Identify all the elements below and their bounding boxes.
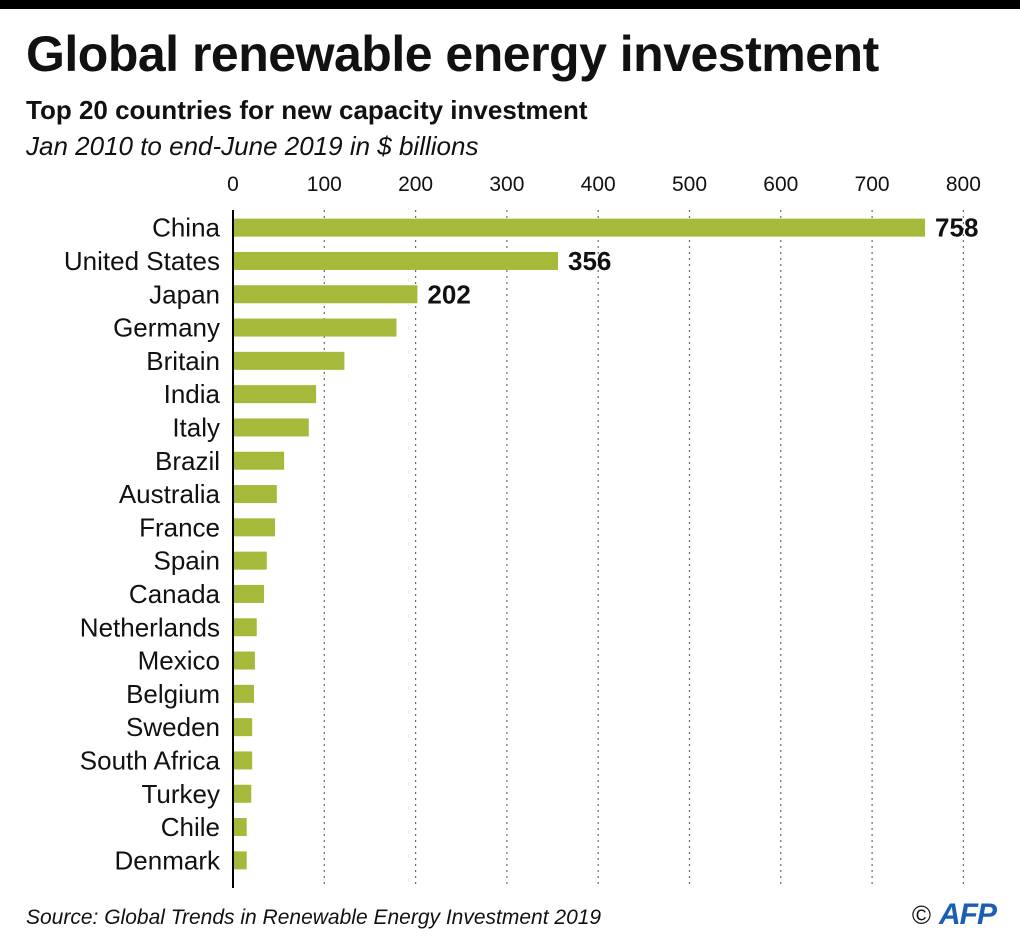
x-tick-label: 0 [227,173,239,196]
x-tick-label: 800 [946,173,981,196]
bar [234,684,254,703]
x-tick-label: 100 [307,173,342,196]
x-tick-label: 400 [581,173,616,196]
bar [234,851,247,870]
bar [234,351,345,370]
category-label: China [152,213,220,243]
category-label: Mexico [138,646,220,676]
category-label: Spain [154,546,221,576]
data-label: 356 [568,246,611,276]
category-label: Belgium [126,679,220,709]
category-label: Netherlands [80,612,220,642]
bar [234,318,397,337]
x-tick-label: 200 [398,173,433,196]
bar [234,285,418,304]
category-label: Chile [161,812,220,842]
bar [234,784,252,803]
category-label: Germany [113,313,220,343]
data-label: 758 [935,213,978,243]
credit: © AFP [911,898,997,932]
source-note: Source: Global Trends in Renewable Energ… [26,906,602,929]
chart-title: Global renewable energy investment [26,26,879,82]
bar [234,618,257,637]
bar [234,584,265,603]
category-label: Britain [146,346,220,376]
chart-units-subtitle: Jan 2010 to end-June 2019 in $ billions [26,131,479,161]
category-label: Australia [119,479,221,509]
bar [234,218,926,237]
bar [234,451,285,470]
x-tick-label: 700 [855,173,890,196]
bar [234,385,317,404]
bar [234,485,277,504]
category-label: India [164,379,221,409]
bar [234,418,309,437]
bar [234,751,253,770]
x-tick-label: 600 [763,173,798,196]
category-label: Japan [149,279,220,309]
bar-chart: 0 100 200 300 400 500 600 700 800 China 758 United … [64,173,981,888]
copyright-symbol: © [911,900,931,930]
bar [234,718,253,737]
bar [234,518,275,537]
bar [234,818,247,837]
x-tick-label: 300 [489,173,524,196]
category-label: Denmark [115,845,221,875]
bar [234,651,255,670]
afp-logo: AFP [939,898,997,931]
category-label: South Africa [80,745,221,775]
category-label: Italy [172,412,220,442]
top-rule [0,0,1020,9]
data-label: 202 [427,279,470,309]
x-tick-label: 500 [672,173,707,196]
category-label: United States [64,246,220,276]
category-label: Brazil [155,446,220,476]
chart-subtitle: Top 20 countries for new capacity invest… [26,95,588,125]
category-label: France [139,512,220,542]
bar [234,551,267,570]
category-label: Canada [129,579,221,609]
category-label: Sweden [126,712,220,742]
category-label: Turkey [142,779,221,809]
bar [234,251,559,270]
